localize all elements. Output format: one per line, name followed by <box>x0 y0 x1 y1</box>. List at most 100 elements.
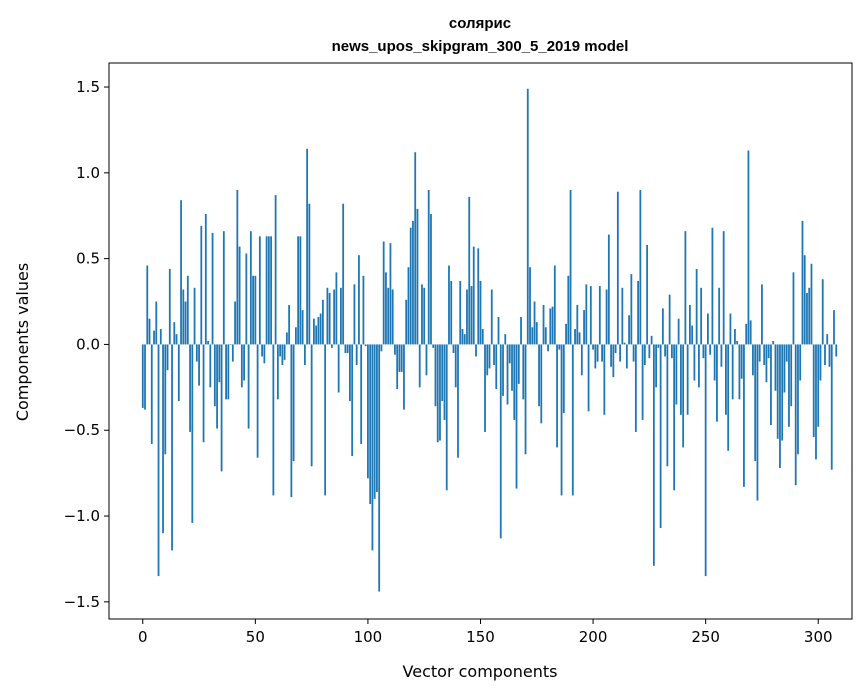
bar <box>427 189 430 345</box>
bar <box>646 244 649 345</box>
bar <box>637 280 640 345</box>
bar <box>652 344 655 566</box>
bar <box>247 344 250 429</box>
bar <box>781 344 784 441</box>
bar <box>256 344 259 458</box>
bar <box>634 344 637 432</box>
bar <box>423 287 426 345</box>
bar <box>625 344 628 369</box>
bar <box>502 344 504 396</box>
bar <box>549 308 552 345</box>
bar <box>436 344 439 443</box>
bar <box>675 344 678 405</box>
bar <box>632 344 635 362</box>
bar <box>533 301 536 345</box>
bar <box>263 344 266 364</box>
bar <box>517 344 520 384</box>
chart-title: солярис <box>449 15 511 32</box>
chart-subtitle: news_upos_skipgram_300_5_2019 model <box>332 38 629 55</box>
bar <box>794 344 797 486</box>
bar <box>673 344 676 491</box>
bar <box>434 344 437 407</box>
bar <box>601 344 603 362</box>
bar <box>414 152 417 345</box>
bar <box>373 344 376 499</box>
y-tick-label: 0.0 <box>76 335 100 353</box>
bar <box>267 236 270 345</box>
bar <box>371 344 374 551</box>
bar <box>585 284 588 345</box>
bar <box>249 231 252 345</box>
bar <box>718 287 721 345</box>
bar <box>720 344 723 367</box>
bar <box>279 344 282 357</box>
x-tick-label: 200 <box>579 628 608 646</box>
bar <box>164 344 167 455</box>
bar <box>583 310 585 345</box>
bar <box>148 318 151 345</box>
bar <box>186 275 189 345</box>
bar <box>484 344 486 432</box>
bar <box>220 344 223 472</box>
bar <box>351 344 354 456</box>
bar <box>551 306 554 345</box>
bar <box>767 344 770 359</box>
bar <box>475 344 477 357</box>
y-tick-label: −1.0 <box>64 507 100 525</box>
bar <box>603 344 606 415</box>
x-tick-label: 300 <box>804 628 833 646</box>
bar <box>738 344 741 400</box>
bar <box>173 322 176 345</box>
bar <box>619 344 621 362</box>
bar <box>376 344 378 493</box>
bar <box>407 267 410 345</box>
bar <box>218 344 221 383</box>
bar <box>328 292 331 345</box>
bar <box>450 280 453 345</box>
bar <box>461 328 464 345</box>
bar <box>670 344 673 359</box>
bar <box>463 334 466 345</box>
bar <box>155 301 158 345</box>
bar <box>607 234 610 345</box>
bar <box>725 344 727 415</box>
bar <box>821 279 824 345</box>
bar <box>722 231 725 345</box>
bar <box>731 344 734 400</box>
bar <box>207 341 209 345</box>
x-tick-label: 100 <box>354 628 383 646</box>
bar <box>524 344 527 455</box>
y-tick-label: −0.5 <box>64 421 100 439</box>
bar <box>310 344 313 467</box>
bar <box>758 344 761 362</box>
bar <box>319 313 322 345</box>
bar <box>157 344 160 577</box>
bar <box>337 344 340 393</box>
bar <box>326 287 329 345</box>
bar <box>146 265 149 345</box>
bar <box>182 289 185 345</box>
bar <box>394 344 396 355</box>
bar <box>421 284 423 345</box>
bar <box>542 304 545 345</box>
bar <box>641 344 644 420</box>
bar <box>770 344 772 426</box>
bar <box>340 287 342 345</box>
bar <box>229 344 232 346</box>
bar <box>745 323 748 345</box>
bar <box>817 344 820 427</box>
bar <box>290 344 293 498</box>
bar <box>589 286 592 345</box>
bar <box>695 268 698 345</box>
bar <box>594 344 597 369</box>
bar <box>743 344 745 487</box>
bar <box>481 328 484 345</box>
bar <box>240 344 243 388</box>
bar <box>729 313 732 345</box>
bar <box>479 280 482 345</box>
bar <box>153 330 155 345</box>
bar <box>288 304 291 345</box>
bar <box>405 299 408 345</box>
bar <box>679 344 682 415</box>
